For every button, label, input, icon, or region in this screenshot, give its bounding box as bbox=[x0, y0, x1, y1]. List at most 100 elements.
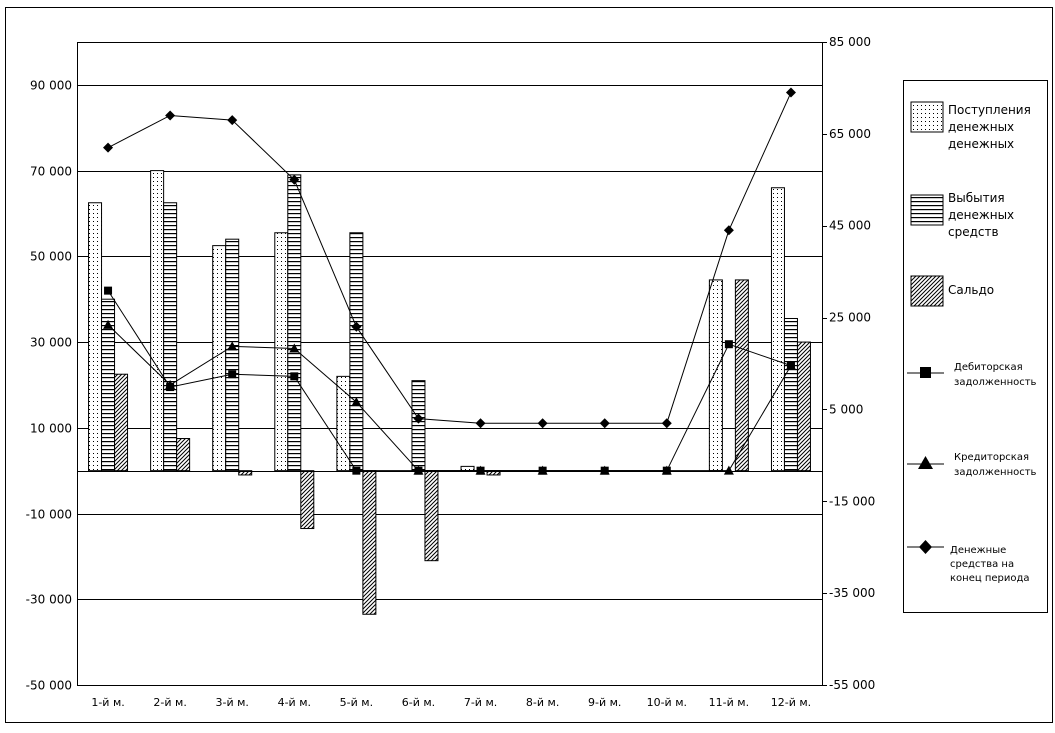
marker-square bbox=[352, 466, 361, 475]
series-line bbox=[107, 324, 792, 472]
bar bbox=[411, 380, 426, 472]
bar bbox=[362, 470, 377, 615]
marker-diamond bbox=[723, 225, 734, 236]
bar bbox=[349, 232, 364, 472]
y-left-tick-label: -50 000 bbox=[26, 679, 72, 693]
marker-triangle bbox=[723, 465, 734, 475]
bar bbox=[88, 202, 103, 472]
bar bbox=[783, 317, 798, 472]
y-left-tick-label: 10 000 bbox=[30, 422, 72, 436]
bar bbox=[460, 465, 475, 472]
legend-swatch-hlines bbox=[910, 194, 944, 226]
marker-square bbox=[724, 340, 733, 349]
marker-square bbox=[290, 372, 299, 381]
marker-diamond bbox=[413, 413, 424, 424]
bars-layer bbox=[88, 170, 811, 615]
bar bbox=[300, 470, 315, 530]
marker-diamond bbox=[227, 115, 238, 126]
series-line bbox=[107, 290, 792, 472]
marker-diamond bbox=[475, 418, 486, 429]
marker-diamond bbox=[661, 418, 672, 429]
marker-diamond bbox=[165, 110, 176, 121]
marker-triangle bbox=[103, 319, 114, 329]
bar bbox=[424, 470, 439, 562]
marker-triangle bbox=[785, 360, 796, 370]
x-tick-label: 11-й м. bbox=[709, 696, 749, 709]
legend-swatch-dots bbox=[910, 101, 944, 133]
marker-diamond bbox=[537, 418, 548, 429]
marker-diamond bbox=[103, 142, 114, 153]
y-left-tick-label: 70 000 bbox=[30, 165, 72, 179]
x-tick-label: 2-й м. bbox=[153, 696, 186, 709]
y-right-tick-label: 45 000 bbox=[829, 219, 871, 233]
legend-label-balance: Сальдо bbox=[948, 283, 994, 297]
legend-label-receivables: Дебиторская задолженность bbox=[954, 362, 1037, 388]
y-left-tick-label: -30 000 bbox=[26, 593, 72, 607]
x-tick-label: 6-й м. bbox=[402, 696, 435, 709]
x-tick-label: 8-й м. bbox=[526, 696, 559, 709]
marker-diamond bbox=[351, 321, 362, 332]
legend-frame bbox=[903, 80, 1048, 613]
y-left-tick-label: 30 000 bbox=[30, 336, 72, 350]
marker-triangle bbox=[599, 465, 610, 475]
bar bbox=[150, 170, 165, 472]
y-left-tick-label: 90 000 bbox=[30, 79, 72, 93]
marker-triangle bbox=[413, 465, 424, 475]
legend: Поступления денежных денежных Выбытия денеж… bbox=[903, 80, 1048, 613]
marker-triangle bbox=[351, 397, 362, 407]
x-tick-label: 9-й м. bbox=[588, 696, 621, 709]
bar bbox=[225, 238, 240, 472]
x-tick-label: 12-й м. bbox=[771, 696, 811, 709]
legend-swatch-diamond-line bbox=[907, 540, 944, 554]
bar bbox=[114, 373, 129, 472]
axes-layer bbox=[77, 42, 827, 686]
y-right-tick-label: 85 000 bbox=[829, 35, 871, 49]
bar bbox=[734, 279, 749, 472]
legend-label-outflows: Выбытия денежных средств bbox=[948, 191, 1014, 239]
legend-swatch-square-line bbox=[907, 367, 944, 378]
marker-triangle bbox=[475, 465, 486, 475]
y-right-tick-label: 65 000 bbox=[829, 127, 871, 141]
y-left-tick-label: -10 000 bbox=[26, 508, 72, 522]
gridlines bbox=[77, 85, 822, 686]
marker-diamond bbox=[599, 418, 610, 429]
marker-diamond bbox=[785, 87, 796, 98]
tick-labels: 90 000 70 000 50 000 30 000 10 000 -10 000 -30… bbox=[26, 35, 876, 709]
x-tick-label: 1-й м. bbox=[91, 696, 124, 709]
y-right-tick-label: -35 000 bbox=[829, 586, 875, 600]
marker-square bbox=[104, 286, 113, 295]
bar bbox=[238, 470, 253, 476]
chart-frame bbox=[5, 7, 1053, 723]
bar bbox=[163, 202, 178, 472]
legend-label-inflows: Поступления денежных денежных bbox=[948, 103, 1031, 151]
bar bbox=[708, 279, 723, 472]
legend-label-cash-end: Денежные средства на конец периода bbox=[950, 545, 1030, 584]
y-left-tick-label: 50 000 bbox=[30, 250, 72, 264]
marker-triangle bbox=[165, 379, 176, 389]
marker-triangle bbox=[661, 465, 672, 475]
marker-square bbox=[228, 370, 237, 379]
bar bbox=[287, 174, 302, 472]
bar bbox=[770, 187, 785, 472]
y-right-tick-label: -15 000 bbox=[829, 494, 875, 508]
legend-swatch-triangle-line bbox=[907, 456, 944, 469]
x-tick-label: 10-й м. bbox=[647, 696, 687, 709]
y-right-tick-label: 5 000 bbox=[829, 402, 863, 416]
x-tick-label: 4-й м. bbox=[278, 696, 311, 709]
lines-layer bbox=[103, 87, 796, 475]
x-tick-label: 3-й м. bbox=[215, 696, 248, 709]
bar bbox=[212, 245, 227, 472]
x-tick-label: 5-й м. bbox=[340, 696, 373, 709]
bar bbox=[796, 341, 811, 472]
marker-triangle bbox=[537, 465, 548, 475]
y-right-tick-label: -55 000 bbox=[829, 678, 875, 692]
marker-diamond bbox=[289, 174, 300, 185]
legend-swatch-diag bbox=[910, 275, 944, 307]
y-right-tick-label: 25 000 bbox=[829, 311, 871, 325]
x-tick-label: 7-й м. bbox=[464, 696, 497, 709]
bar bbox=[274, 232, 289, 472]
marker-triangle bbox=[227, 341, 238, 351]
marker-triangle bbox=[289, 343, 300, 353]
